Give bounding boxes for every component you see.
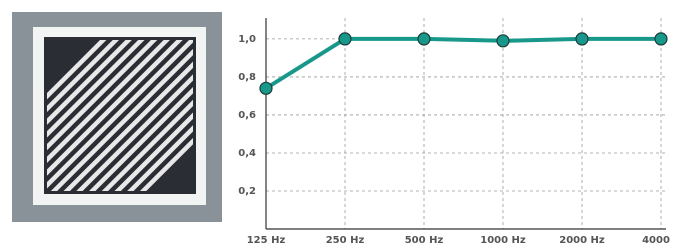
data-point <box>418 33 430 45</box>
x-tick-label: 1000 Hz <box>480 235 526 244</box>
x-tick-label: 2000 Hz <box>559 235 605 244</box>
x-tick-label: 4000 <box>642 235 670 244</box>
series-line <box>266 39 661 88</box>
y-tick-label: 1,0 <box>238 34 256 45</box>
product-photo <box>12 12 222 222</box>
data-point <box>497 35 509 47</box>
data-point <box>655 33 667 45</box>
y-tick-label: 0,6 <box>238 110 256 121</box>
y-tick-label: 0,2 <box>238 186 256 197</box>
x-tick-label: 125 Hz <box>247 235 286 244</box>
data-point <box>260 82 272 94</box>
y-tick-label: 0,4 <box>238 148 256 159</box>
page: 0,2 0,4 0,6 0,8 1,0 125 Hz 250 Hz 500 Hz 1000 Hz… <box>0 0 673 244</box>
chart: 0,2 0,4 0,6 0,8 1,0 125 Hz 250 Hz 500 Hz 1000 Hz… <box>238 18 670 244</box>
data-point <box>576 33 588 45</box>
x-tick-label: 500 Hz <box>405 235 444 244</box>
data-point <box>339 33 351 45</box>
x-tick-label: 250 Hz <box>326 235 365 244</box>
y-tick-label: 0,8 <box>238 72 256 83</box>
